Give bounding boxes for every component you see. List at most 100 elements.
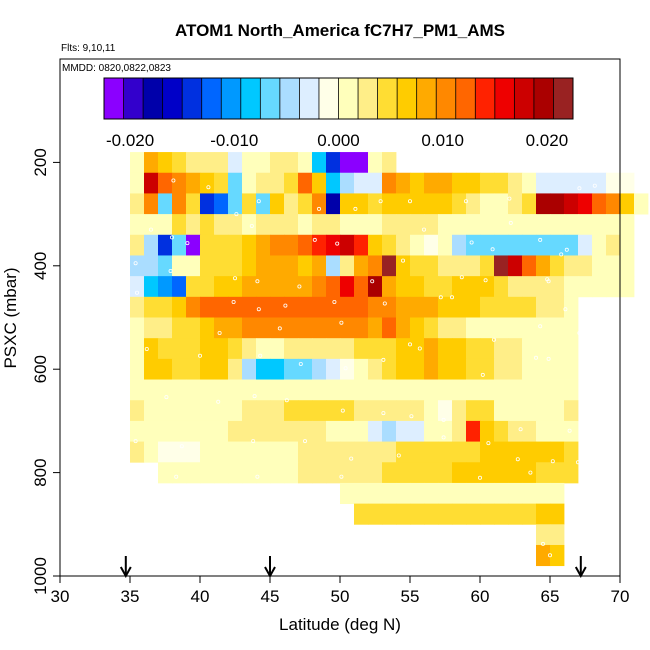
heatmap-cell xyxy=(536,482,551,505)
heatmap-cell xyxy=(452,193,467,215)
heatmap-cell xyxy=(340,420,355,442)
colorbar-swatch xyxy=(240,78,261,119)
heatmap-cell xyxy=(144,296,159,318)
heatmap-cell xyxy=(578,172,593,194)
heatmap-cell xyxy=(424,193,439,215)
heatmap-cell xyxy=(144,152,159,174)
heatmap-cell xyxy=(536,462,551,484)
sample-point xyxy=(541,541,546,546)
heatmap-cell xyxy=(228,214,243,236)
heatmap-cell xyxy=(508,379,523,401)
heatmap-cell xyxy=(326,276,341,298)
heatmap-cell xyxy=(172,462,187,484)
heatmap-cell xyxy=(256,234,271,256)
heatmap-cell xyxy=(214,172,229,194)
heatmap-cell xyxy=(312,358,327,380)
sample-point xyxy=(174,474,179,479)
heatmap-cell xyxy=(242,234,257,256)
heatmap-cell xyxy=(424,172,439,194)
heatmap-cell xyxy=(410,214,425,236)
heatmap-cell xyxy=(312,317,327,339)
colorbar-tick-label: 0.010 xyxy=(421,131,464,150)
x-tick-label: 45 xyxy=(261,587,280,606)
heatmap-cell xyxy=(130,193,145,215)
heatmap-cell xyxy=(382,255,397,277)
sample-point xyxy=(546,279,551,284)
sample-point xyxy=(441,417,446,422)
heatmap-cell xyxy=(522,214,537,236)
heatmap-cell xyxy=(354,358,369,380)
heatmap-cell xyxy=(340,234,355,256)
heatmap-cell xyxy=(410,462,425,484)
sample-point xyxy=(234,212,239,217)
sample-point xyxy=(251,439,256,444)
heatmap-cell xyxy=(298,379,313,401)
heatmap-cell xyxy=(592,234,607,256)
sample-point xyxy=(378,199,383,204)
sample-point xyxy=(559,252,564,257)
heatmap-cell xyxy=(200,379,215,401)
heatmap-cell xyxy=(284,317,299,339)
heatmap-cell xyxy=(396,296,411,318)
heatmap-cell xyxy=(578,214,593,236)
heatmap-cell xyxy=(214,379,229,401)
heatmap-cell xyxy=(368,400,383,422)
colorbar-swatch xyxy=(455,78,476,119)
y-tick-label: 600 xyxy=(31,355,50,383)
heatmap-cell xyxy=(186,172,201,194)
y-axis-label: PSXC (mbar) xyxy=(1,267,20,368)
heatmap-cell xyxy=(396,503,411,525)
heatmap-cell xyxy=(606,234,621,256)
heatmap-cell xyxy=(256,296,271,318)
heatmap-cell xyxy=(200,193,215,215)
heatmap-cell xyxy=(438,441,453,463)
heatmap-cell xyxy=(326,255,341,277)
heatmap-cell xyxy=(368,172,383,194)
heatmap-cell xyxy=(270,420,285,442)
sample-point xyxy=(550,459,555,464)
sample-point xyxy=(382,301,387,306)
heatmap-cell xyxy=(564,172,579,194)
heatmap-cell xyxy=(396,420,411,442)
heatmap-cell xyxy=(452,255,467,277)
colorbar-swatch xyxy=(221,78,242,119)
heatmap-cell xyxy=(410,234,425,256)
heatmap-cell xyxy=(508,276,523,298)
heatmap-cell xyxy=(214,420,229,442)
heatmap-cell xyxy=(214,152,229,174)
heatmap-cell xyxy=(452,462,467,484)
heatmap-cell xyxy=(550,172,565,194)
heatmap-cell xyxy=(158,400,173,422)
sample-point xyxy=(232,276,237,281)
heatmap-cell xyxy=(438,338,453,360)
plot-frame xyxy=(59,58,621,577)
heatmap-cell xyxy=(550,358,565,380)
heatmap-cell xyxy=(326,172,341,194)
colorbar-tick-label: 0.020 xyxy=(526,131,569,150)
y-tick-label: 400 xyxy=(31,252,50,280)
heatmap-cell xyxy=(466,503,481,525)
heatmap-cell xyxy=(592,214,607,236)
heatmap-cell xyxy=(158,276,173,298)
heatmap-cell xyxy=(382,441,397,463)
heatmap-cell xyxy=(480,172,495,194)
heatmap-cell xyxy=(186,214,201,236)
sample-point xyxy=(564,247,569,252)
heatmap-cell xyxy=(466,296,481,318)
heatmap-cell xyxy=(480,462,495,484)
sample-point xyxy=(179,444,184,449)
heatmap-cell xyxy=(354,172,369,194)
heatmap-cell xyxy=(284,296,299,318)
sample-point xyxy=(508,220,513,225)
heatmap-cell xyxy=(536,379,551,401)
heatmap-cell xyxy=(396,400,411,422)
heatmap-cell xyxy=(410,420,425,442)
heatmap-cell xyxy=(144,172,159,194)
heatmap-cell xyxy=(284,338,299,360)
heatmap-cell xyxy=(438,276,453,298)
heatmap-cell xyxy=(326,420,341,442)
sample-point xyxy=(409,414,414,419)
heatmap-cell xyxy=(298,193,313,215)
sample-point xyxy=(231,299,236,304)
heatmap-cell xyxy=(564,462,579,484)
